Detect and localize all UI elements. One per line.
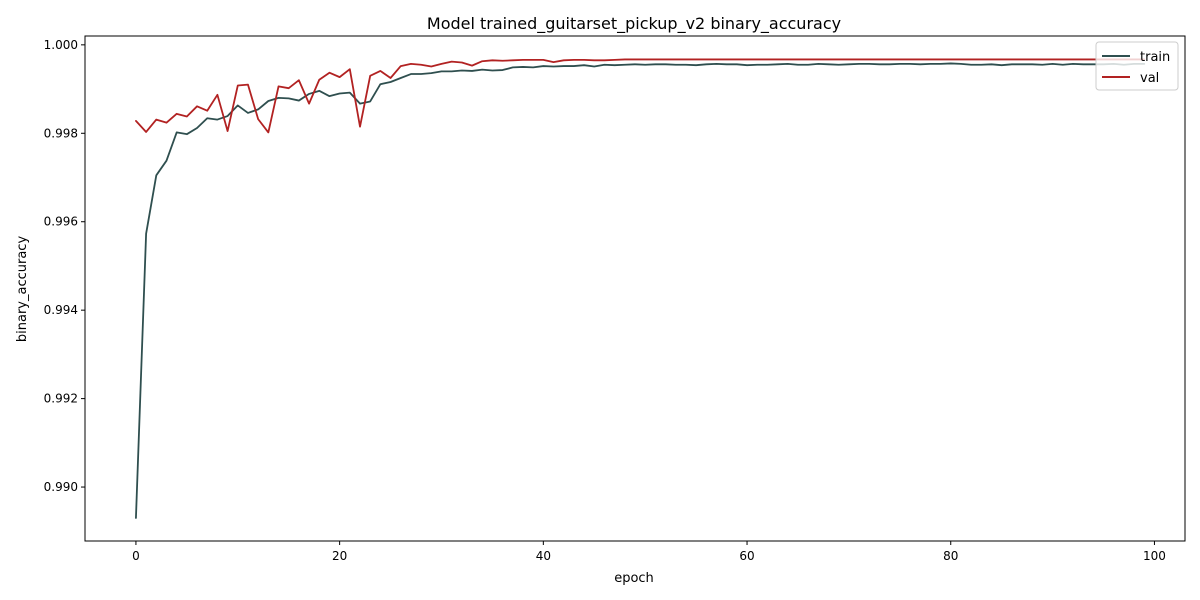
y-tick-label: 0.990 (44, 480, 78, 494)
series-layer (135, 58, 1146, 519)
y-tick-label: 0.994 (44, 303, 78, 317)
y-tick-label: 0.992 (44, 392, 78, 406)
legend: train val (1095, 41, 1179, 91)
x-tick-label: 100 (1143, 549, 1166, 563)
x-axis-label: epoch (614, 571, 654, 586)
y-tick-label: 0.996 (44, 215, 78, 229)
legend-label-train: train (1140, 50, 1170, 65)
series-line-val (135, 58, 1146, 134)
series-line-train (135, 62, 1146, 519)
y-tick-label: 1.000 (44, 38, 78, 52)
x-axis-ticks: 0 20 40 60 80 100 (132, 541, 1166, 563)
x-tick-label: 20 (332, 549, 347, 563)
y-axis-label: binary_accuracy (15, 236, 30, 343)
y-axis-ticks: 0.990 0.992 0.994 0.996 0.998 1.000 (44, 38, 85, 494)
y-tick-label: 0.998 (44, 126, 78, 140)
x-tick-label: 40 (536, 549, 551, 563)
x-tick-label: 0 (132, 549, 140, 563)
x-tick-label: 80 (943, 549, 958, 563)
x-tick-label: 60 (739, 549, 754, 563)
plot-frame (84, 35, 1186, 542)
legend-label-val: val (1140, 71, 1159, 86)
chart-title: Model trained_guitarset_pickup_v2 binary… (427, 14, 841, 34)
